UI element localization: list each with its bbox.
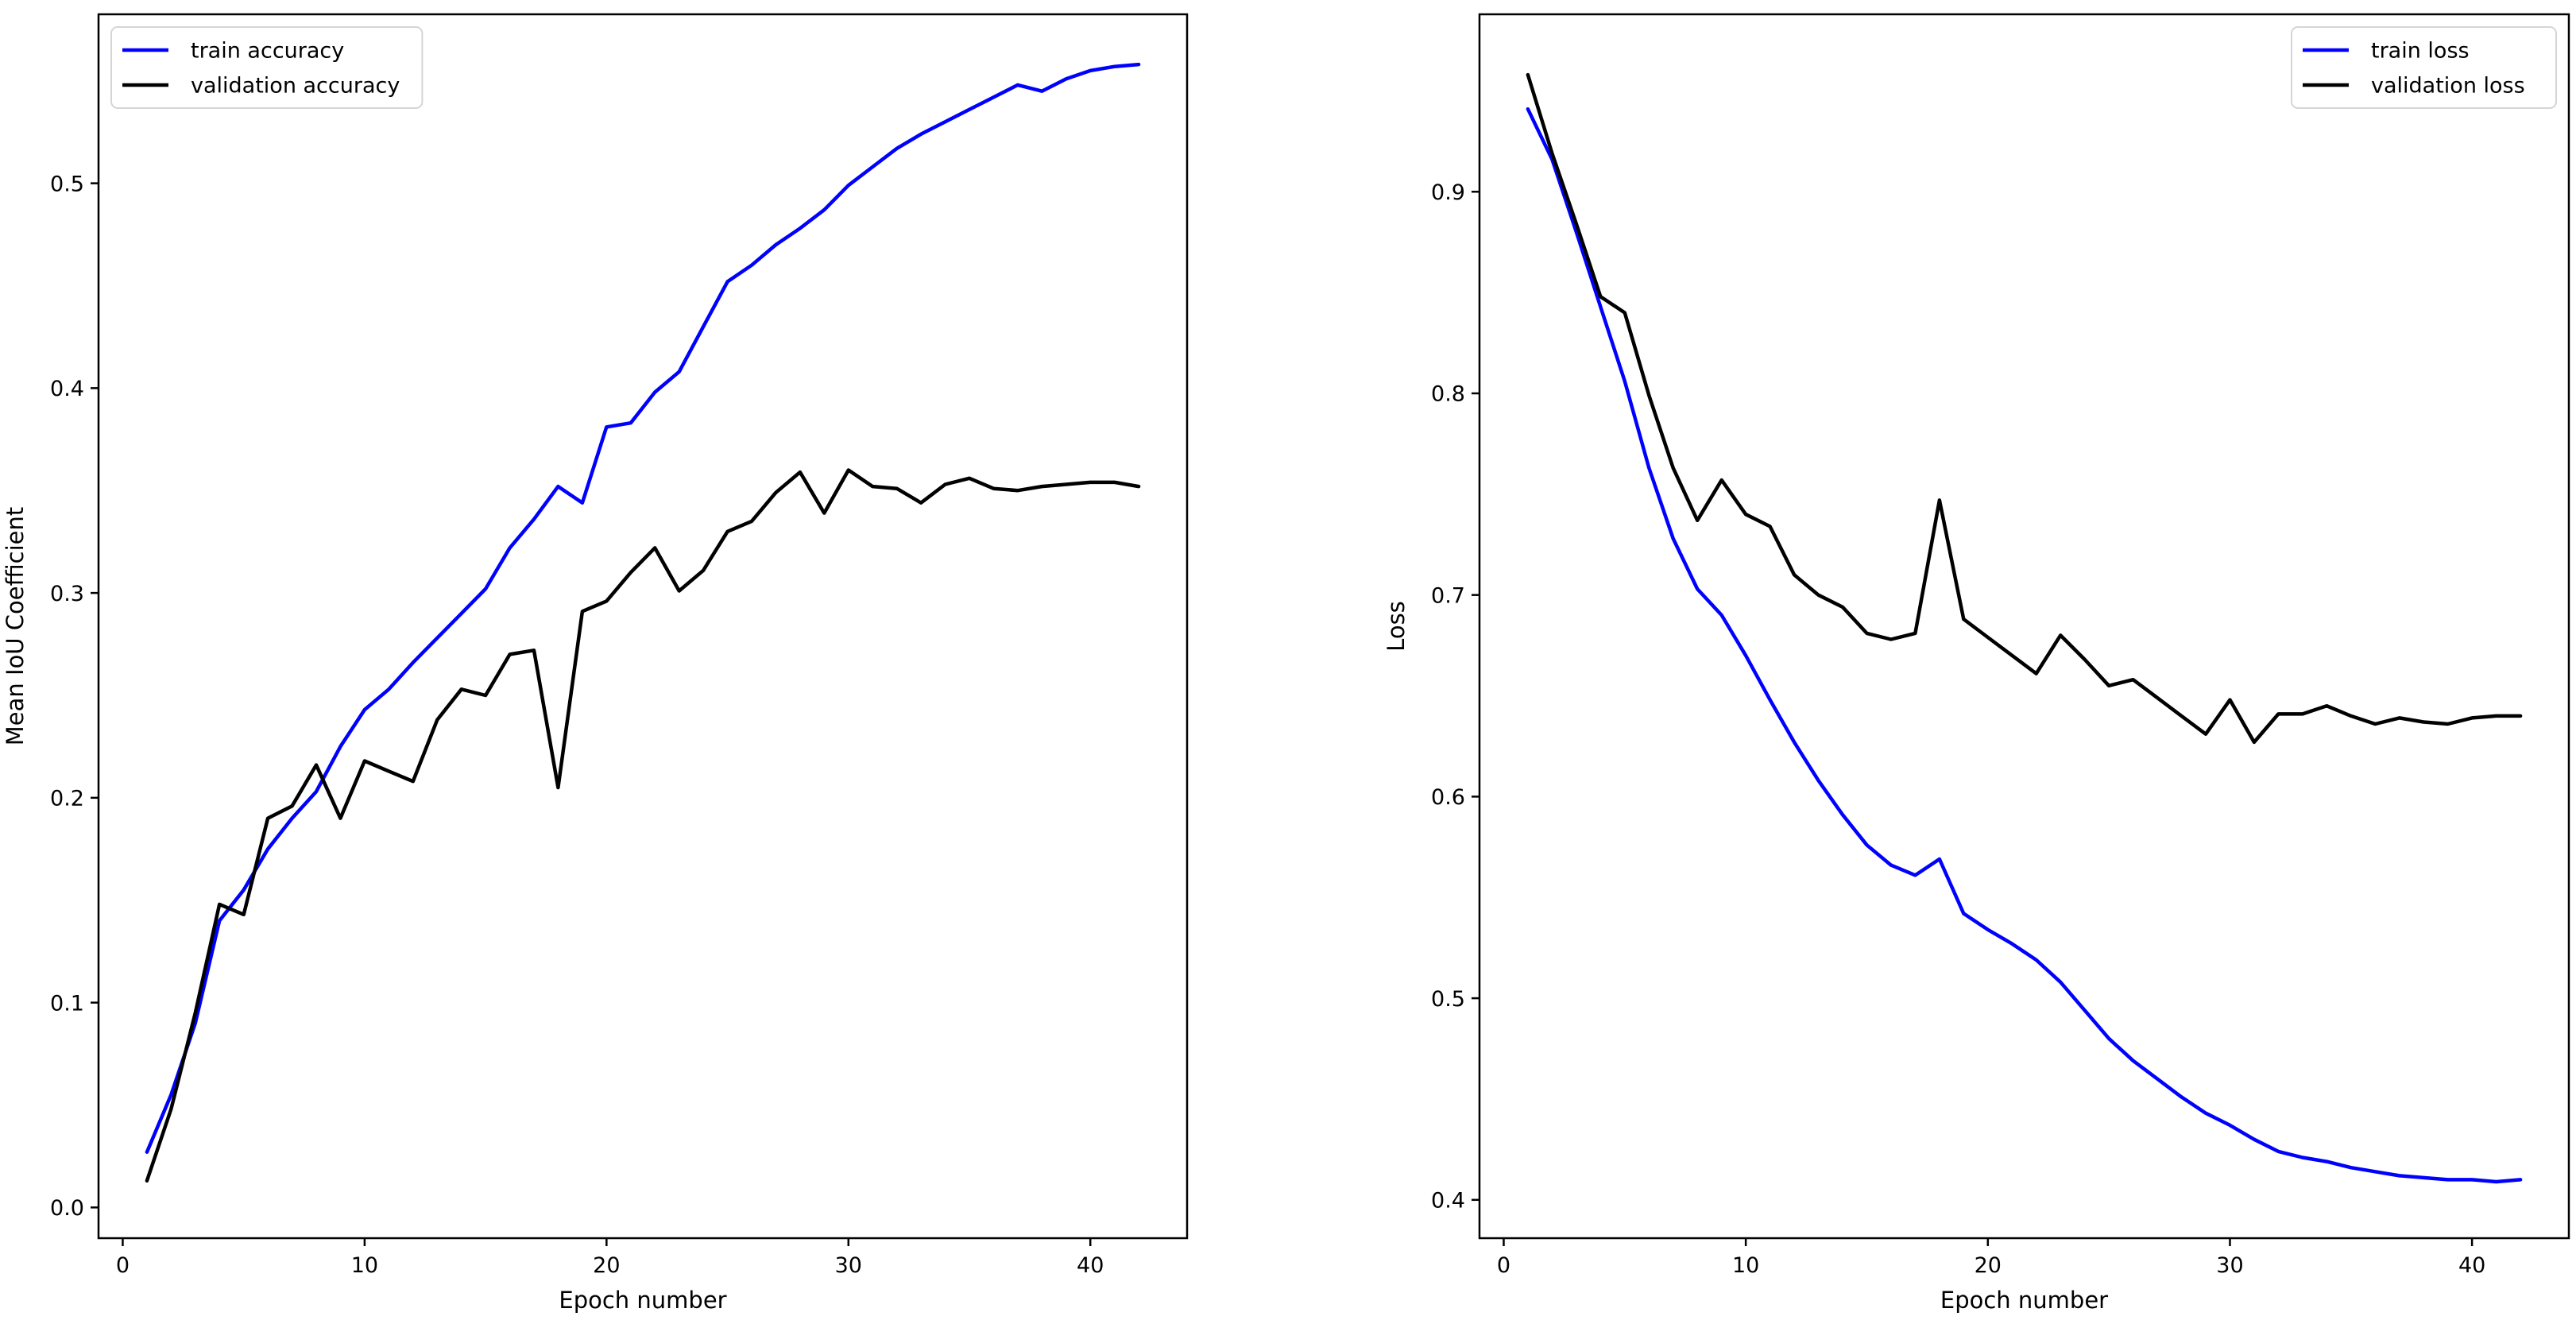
x-axis-label: Epoch number <box>1940 1287 2108 1314</box>
y-tick-label: 0.6 <box>1431 785 1465 810</box>
y-tick-label: 0.4 <box>50 377 84 401</box>
axes-frame <box>1478 13 2570 1240</box>
y-tick-label: 0.7 <box>1431 583 1465 608</box>
train-series-line <box>145 62 1141 1154</box>
loss-chart: 0 10 20 30 40 0.4 0.5 0.6 0.7 0.8 0.9 Epoch number L… <box>1287 0 2576 1324</box>
x-axis-label: Epoch number <box>559 1287 726 1314</box>
validation-series-line <box>145 468 1141 1183</box>
loss-plot-svg: 0 10 20 30 40 0.4 0.5 0.6 0.7 0.8 0.9 Epoch number L… <box>1383 13 2570 1314</box>
x-tick-label: 0 <box>1497 1253 1510 1278</box>
y-axis-label: Loss <box>1383 601 1410 652</box>
x-tick-label: 40 <box>1077 1253 1104 1278</box>
legend-box <box>2291 26 2557 109</box>
x-tick-label: 30 <box>835 1253 862 1278</box>
legend-label: train loss <box>2371 39 2470 64</box>
axes-frame <box>97 13 1189 1240</box>
y-axis-label: Mean IoU Coefficient <box>2 507 29 745</box>
x-tick-label: 10 <box>351 1253 378 1278</box>
x-tick-label: 0 <box>116 1253 130 1278</box>
y-tick-label: 0.2 <box>50 787 84 811</box>
accuracy-chart: 0 10 20 30 40 0.0 0.1 0.2 0.3 0.4 0.5 Epoch number M… <box>0 0 1287 1324</box>
y-tick-label: 0.0 <box>50 1196 84 1221</box>
x-tick-label: 20 <box>1975 1253 2002 1278</box>
y-tick-label: 0.5 <box>50 172 84 196</box>
x-tick-label: 40 <box>2458 1253 2485 1278</box>
y-tick-label: 0.4 <box>1431 1189 1465 1214</box>
y-tick-label: 0.8 <box>1431 382 1465 407</box>
y-tick-label: 0.1 <box>50 991 84 1016</box>
legend-label: validation loss <box>2371 74 2525 99</box>
legend-box <box>110 26 424 109</box>
x-tick-label: 20 <box>593 1253 620 1278</box>
y-tick-label: 0.9 <box>1431 180 1465 205</box>
validation-series-line <box>1526 72 2523 745</box>
legend: train accuracy validation accuracy <box>110 26 424 109</box>
legend-label: train accuracy <box>191 39 344 64</box>
legend: train loss validation loss <box>2291 26 2557 109</box>
y-tick-label: 0.5 <box>1431 987 1465 1012</box>
x-tick-label: 10 <box>1732 1253 1759 1278</box>
accuracy-plot-svg: 0 10 20 30 40 0.0 0.1 0.2 0.3 0.4 0.5 Epoch number M… <box>2 13 1189 1314</box>
train-series-line <box>1526 106 2523 1184</box>
y-tick-label: 0.3 <box>50 582 84 606</box>
legend-label: validation accuracy <box>191 74 400 99</box>
x-tick-label: 30 <box>2216 1253 2243 1278</box>
